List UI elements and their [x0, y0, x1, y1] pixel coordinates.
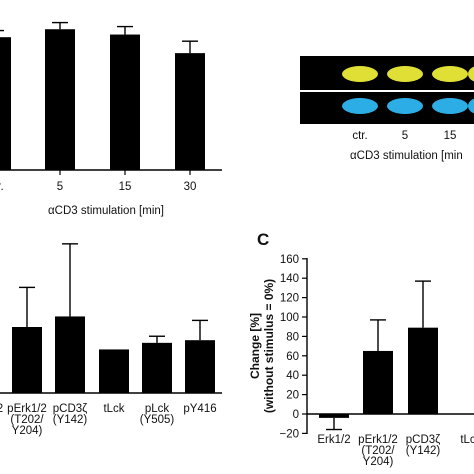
- blot-lane-label: 5: [402, 130, 408, 142]
- bar: [408, 327, 438, 414]
- y-tick-label: 40: [286, 370, 299, 382]
- bar: [99, 349, 129, 393]
- bar: [175, 53, 205, 170]
- y-tick-label: 120: [280, 293, 299, 305]
- bar: [185, 340, 215, 393]
- x-tick-label: 2: [0, 403, 3, 415]
- panel-c-y-axis-label: Change [%](without stimulus = 0%): [248, 279, 276, 413]
- y-tick-label: 60: [286, 351, 299, 363]
- blot-x-axis-label: αCD3 stimulation [min: [350, 150, 463, 162]
- bar: [55, 316, 85, 393]
- top-left-x-axis-label: αCD3 stimulation [min]: [48, 205, 164, 217]
- blot-band-bottom: [342, 98, 378, 114]
- panel-c-chart: −20 0 20 40 60 80 100 120 140 160 Erk1/2 pErk1/2 (T…: [248, 254, 474, 468]
- x-tick-label: pCD3ζ (Y142): [53, 403, 88, 426]
- y-tick-label: 80: [286, 331, 299, 343]
- bottom-left-chart: 2 pErk1/2(T202/Y204) pCD3ζ(Y142) tLck pLck(Y…: [0, 243, 222, 437]
- panel-c-label: C: [257, 230, 269, 249]
- y-tick-label: 160: [280, 254, 299, 266]
- bar: [319, 414, 349, 418]
- bar: [363, 350, 393, 414]
- x-tick-label: 5: [57, 181, 63, 193]
- blot-band-bottom: [387, 98, 423, 114]
- x-tick-label: pErk1/2 (T202/Y204): [358, 434, 398, 468]
- blot-lane-label: 15: [444, 130, 457, 142]
- x-tick-label: Erk1/2: [317, 434, 350, 446]
- bar: [0, 37, 11, 171]
- x-tick-label: pY416: [183, 403, 216, 415]
- bar: [12, 327, 42, 393]
- x-tick-label: tLck: [103, 403, 124, 415]
- bar: [142, 342, 172, 393]
- bar: [110, 34, 140, 170]
- top-left-chart: ctr. 5 15 30 αCD3 stimulation [min]: [0, 21, 222, 217]
- x-tick-label: tLc: [460, 434, 474, 446]
- x-tick-label: pCD3ζ (Y142): [406, 434, 441, 457]
- x-tick-label: ctr.: [0, 181, 4, 193]
- x-tick-label: 15: [119, 181, 132, 193]
- blot-band-top: [468, 66, 474, 82]
- x-tick-label: pErk1/2 (T202/Y204): [7, 403, 47, 437]
- y-tick-label: 100: [280, 312, 299, 324]
- blot-band-top: [387, 66, 423, 82]
- y-tick-label: 20: [286, 390, 299, 402]
- blot-lane-label: ctr.: [352, 130, 367, 142]
- y-tick-label: 140: [280, 273, 299, 285]
- y-tick-label: 0: [293, 409, 299, 421]
- western-blot-image: ctr. 5 15 αCD3 stimulation [min: [300, 56, 474, 162]
- blot-band-top: [432, 66, 468, 82]
- blot-band-bottom: [468, 98, 474, 114]
- blot-band-top: [342, 66, 378, 82]
- y-tick-label: −20: [279, 428, 299, 440]
- x-tick-label: pLck (Y505): [140, 403, 175, 426]
- bar: [45, 29, 75, 171]
- blot-band-bottom: [432, 98, 468, 114]
- x-tick-label: 30: [184, 181, 197, 193]
